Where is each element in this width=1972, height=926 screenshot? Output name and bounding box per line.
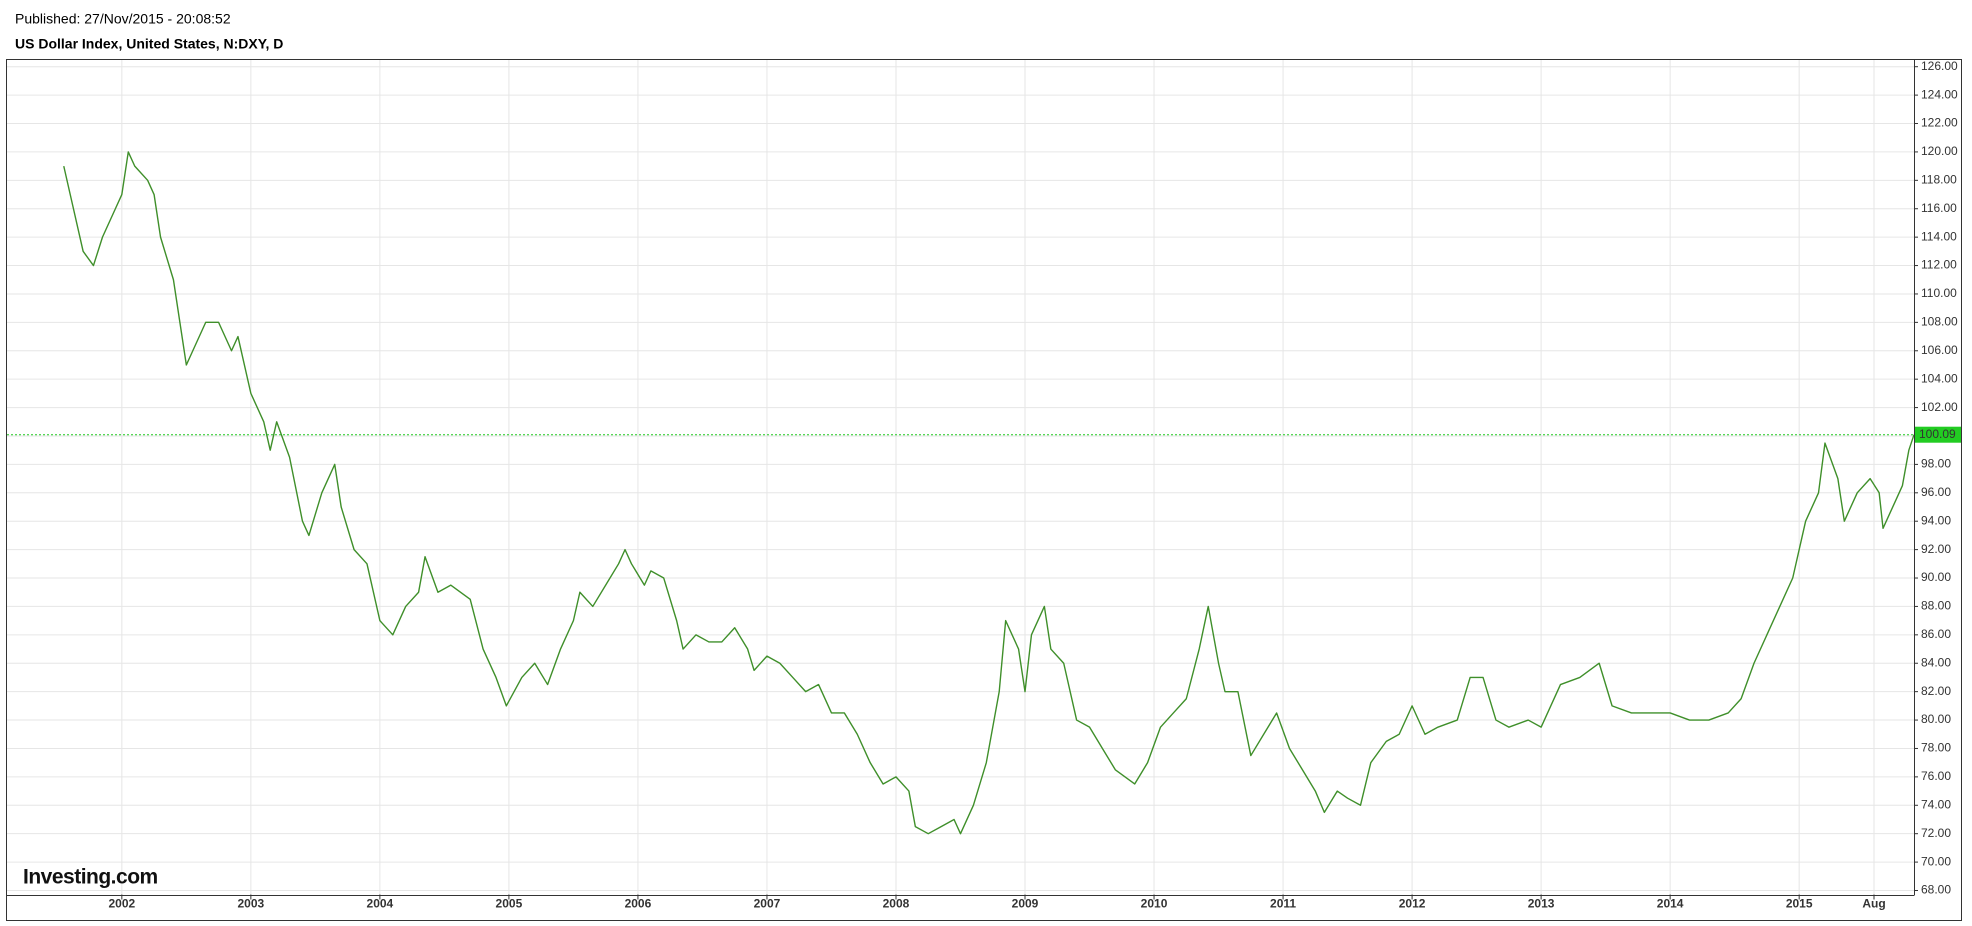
x-tick-label: 2006 bbox=[625, 897, 652, 911]
y-tick-label: 124.00 bbox=[1921, 87, 1958, 101]
price-line bbox=[63, 151, 1915, 835]
x-tick-label: 2005 bbox=[496, 897, 523, 911]
x-tick-label: 2003 bbox=[238, 897, 265, 911]
y-tick-label: 98.00 bbox=[1921, 457, 1951, 471]
chart-frame bbox=[6, 59, 1962, 921]
y-tick-label: 74.00 bbox=[1921, 797, 1951, 811]
y-tick-label: 114.00 bbox=[1921, 229, 1957, 243]
x-tick-label: 2013 bbox=[1528, 897, 1555, 911]
x-tick-label: 2010 bbox=[1141, 897, 1168, 911]
y-tick-label: 116.00 bbox=[1921, 201, 1957, 215]
y-tick-label: 84.00 bbox=[1921, 655, 1951, 669]
x-tick-label: 2002 bbox=[108, 897, 135, 911]
x-tick-label: 2015 bbox=[1786, 897, 1813, 911]
y-tick-label: 104.00 bbox=[1921, 371, 1958, 385]
y-tick-label: 82.00 bbox=[1921, 684, 1951, 698]
y-tick-label: 76.00 bbox=[1921, 769, 1951, 783]
x-tick-label: 2011 bbox=[1270, 897, 1296, 911]
x-tick-label: 2009 bbox=[1012, 897, 1039, 911]
published-date: Published: 27/Nov/2015 - 20:08:52 bbox=[15, 11, 231, 27]
y-tick-label: 120.00 bbox=[1921, 144, 1958, 158]
y-tick-label: 112.00 bbox=[1921, 258, 1957, 272]
y-tick-label: 108.00 bbox=[1921, 315, 1958, 329]
y-tick-label: 92.00 bbox=[1921, 542, 1951, 556]
y-tick-label: 88.00 bbox=[1921, 599, 1951, 613]
chart-title: US Dollar Index, United States, N:DXY, D bbox=[15, 36, 283, 52]
y-tick-label: 122.00 bbox=[1921, 116, 1958, 130]
y-tick-label: 78.00 bbox=[1921, 741, 1951, 755]
x-tick-label: 2012 bbox=[1399, 897, 1426, 911]
y-tick-label: 70.00 bbox=[1921, 854, 1951, 868]
x-tick-label: 2014 bbox=[1657, 897, 1684, 911]
y-tick-label: 126.00 bbox=[1921, 59, 1958, 73]
last-value-label: 100.09 bbox=[1919, 427, 1956, 441]
y-tick-label: 110.00 bbox=[1921, 286, 1957, 300]
y-tick-label: 96.00 bbox=[1921, 485, 1951, 499]
x-tick-label: Aug bbox=[1862, 897, 1885, 911]
y-tick-label: 102.00 bbox=[1921, 400, 1958, 414]
y-tick-label: 72.00 bbox=[1921, 826, 1951, 840]
x-tick-label: 2008 bbox=[883, 897, 910, 911]
y-tick-label: 90.00 bbox=[1921, 570, 1951, 584]
x-tick-label: 2004 bbox=[367, 897, 394, 911]
y-tick-label: 80.00 bbox=[1921, 712, 1951, 726]
y-tick-label: 106.00 bbox=[1921, 343, 1958, 357]
y-tick-label: 94.00 bbox=[1921, 513, 1951, 527]
last-value-box bbox=[1915, 426, 1961, 443]
y-tick-label: 68.00 bbox=[1921, 883, 1951, 897]
y-tick-label: 118.00 bbox=[1921, 172, 1957, 186]
y-tick-label: 86.00 bbox=[1921, 627, 1951, 641]
brand-logo: Investing.com bbox=[23, 866, 158, 889]
x-tick-label: 2007 bbox=[754, 897, 781, 911]
